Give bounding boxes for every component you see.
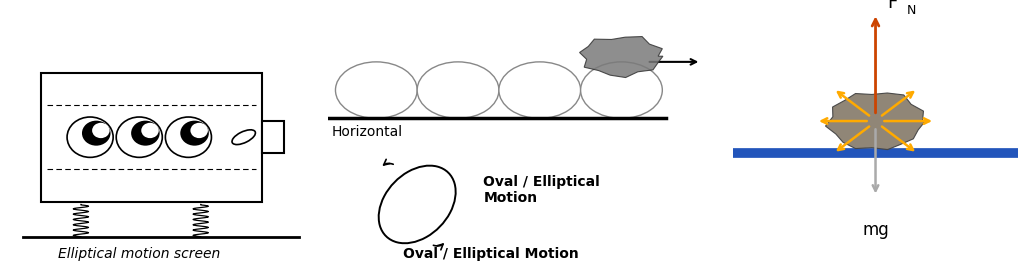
Polygon shape: [580, 37, 663, 77]
Text: F: F: [888, 0, 898, 12]
Ellipse shape: [379, 166, 456, 243]
Bar: [41, 73, 262, 202]
Text: mg: mg: [862, 221, 889, 239]
Polygon shape: [825, 93, 926, 150]
Circle shape: [499, 62, 581, 118]
Text: N: N: [906, 4, 916, 17]
Circle shape: [190, 123, 208, 138]
Text: Oval / Elliptical Motion: Oval / Elliptical Motion: [403, 247, 579, 261]
Bar: [262, 121, 284, 153]
Circle shape: [141, 123, 159, 138]
Circle shape: [185, 134, 191, 140]
Circle shape: [87, 134, 93, 140]
Circle shape: [136, 134, 142, 140]
Circle shape: [336, 62, 417, 118]
Ellipse shape: [232, 130, 255, 144]
Circle shape: [92, 123, 110, 138]
Circle shape: [417, 62, 499, 118]
Circle shape: [131, 121, 160, 146]
Circle shape: [581, 62, 663, 118]
Text: Oval / Elliptical
Motion: Oval / Elliptical Motion: [483, 175, 600, 205]
Circle shape: [180, 121, 209, 146]
Circle shape: [82, 121, 111, 146]
Text: Elliptical motion screen: Elliptical motion screen: [58, 247, 220, 261]
Text: Horizontal: Horizontal: [332, 125, 402, 139]
